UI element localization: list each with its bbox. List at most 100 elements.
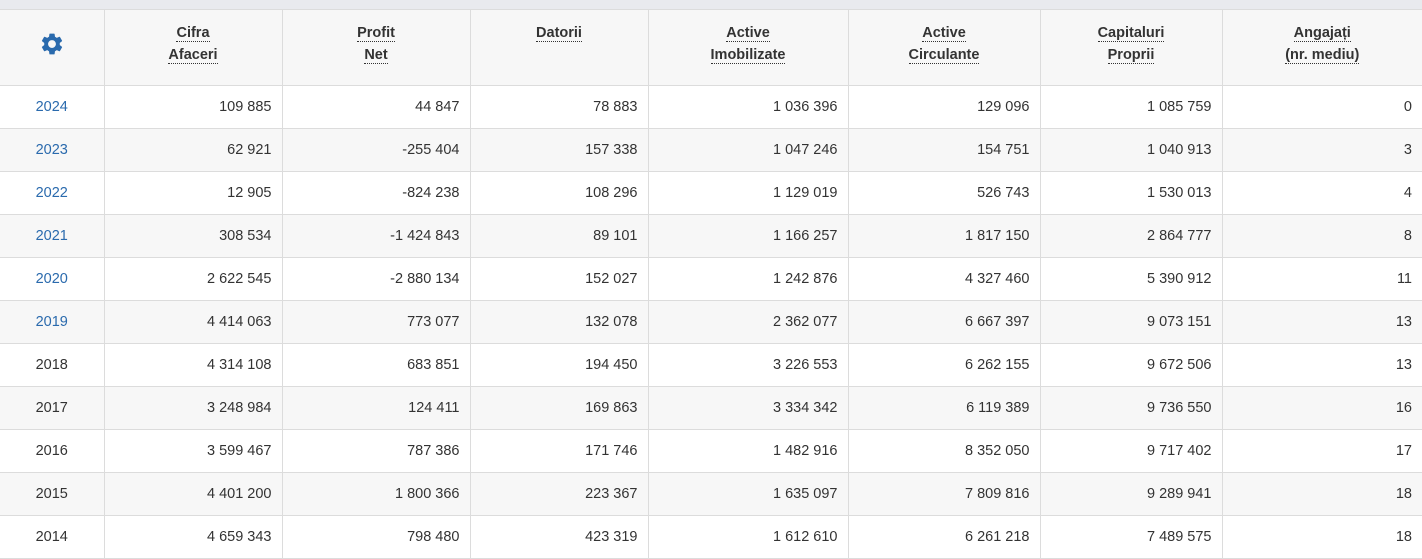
table-cell: -824 238 bbox=[281, 171, 471, 215]
table-cell: 1 242 876 bbox=[647, 257, 849, 301]
table-row: 2024 109 885 44 847 78 883 1 036 396 129 096 1… bbox=[0, 85, 1422, 129]
header-text: Proprii bbox=[1107, 47, 1155, 64]
table-cell: 7 489 575 bbox=[1039, 515, 1223, 559]
column-header-capitaluri-proprii[interactable]: Capitaluri Proprii bbox=[1039, 9, 1223, 86]
table-cell: 18 bbox=[1221, 515, 1422, 559]
column-header-active-circulante[interactable]: Active Circulante bbox=[847, 9, 1041, 86]
table-cell: 4 401 200 bbox=[103, 472, 283, 516]
top-strip bbox=[0, 0, 1422, 9]
table-cell: 2 362 077 bbox=[647, 300, 849, 344]
table-cell: 1 036 396 bbox=[647, 85, 849, 129]
table-cell: 3 599 467 bbox=[103, 429, 283, 473]
header-line-1: Capitaluri bbox=[1049, 22, 1214, 44]
column-header-datorii[interactable]: Datorii bbox=[469, 9, 649, 86]
table-cell: 3 226 553 bbox=[647, 343, 849, 387]
year-cell: 2015 bbox=[0, 472, 105, 516]
header-line-2: Afaceri bbox=[113, 44, 274, 66]
table-row: 2018 4 314 108 683 851 194 450 3 226 553 6 26… bbox=[0, 343, 1422, 387]
table-header-row: Cifra Afaceri Profit Net Datorii Active … bbox=[0, 9, 1422, 86]
year-cell[interactable]: 2021 bbox=[0, 214, 105, 258]
header-line-2: Proprii bbox=[1049, 44, 1214, 66]
table-cell: 423 319 bbox=[469, 515, 649, 559]
table-cell: 7 809 816 bbox=[847, 472, 1041, 516]
table-cell: 9 289 941 bbox=[1039, 472, 1223, 516]
table-row: 2017 3 248 984 124 411 169 863 3 334 342 6 11… bbox=[0, 386, 1422, 430]
table-cell: 773 077 bbox=[281, 300, 471, 344]
header-text: Active bbox=[726, 25, 770, 42]
table-cell: 129 096 bbox=[847, 85, 1041, 129]
column-header-active-imobilizate[interactable]: Active Imobilizate bbox=[647, 9, 849, 86]
table-cell: 171 746 bbox=[469, 429, 649, 473]
table-cell: -1 424 843 bbox=[281, 214, 471, 258]
header-text: Active bbox=[922, 25, 966, 42]
year-cell[interactable]: 2024 bbox=[0, 85, 105, 129]
table-cell: 108 296 bbox=[469, 171, 649, 215]
table-cell: 169 863 bbox=[469, 386, 649, 430]
table-cell: 4 314 108 bbox=[103, 343, 283, 387]
year-cell[interactable]: 2019 bbox=[0, 300, 105, 344]
table-cell: 223 367 bbox=[469, 472, 649, 516]
financial-data-table: Cifra Afaceri Profit Net Datorii Active … bbox=[0, 9, 1422, 559]
header-text: Capitaluri bbox=[1097, 25, 1165, 42]
table-cell: 798 480 bbox=[281, 515, 471, 559]
table-cell: 154 751 bbox=[847, 128, 1041, 172]
table-cell: 4 bbox=[1221, 171, 1422, 215]
table-cell: 8 352 050 bbox=[847, 429, 1041, 473]
table-cell: 1 530 013 bbox=[1039, 171, 1223, 215]
table-cell: 1 129 019 bbox=[647, 171, 849, 215]
header-line-2: Net bbox=[291, 44, 462, 66]
table-cell: 8 bbox=[1221, 214, 1422, 258]
column-header-cifra-afaceri[interactable]: Cifra Afaceri bbox=[103, 9, 283, 86]
table-cell: 1 817 150 bbox=[847, 214, 1041, 258]
table-cell: 78 883 bbox=[469, 85, 649, 129]
header-line-2: (nr. mediu) bbox=[1231, 44, 1415, 66]
header-line-1: Profit bbox=[291, 22, 462, 44]
table-cell: 62 921 bbox=[103, 128, 283, 172]
table-cell: 6 261 218 bbox=[847, 515, 1041, 559]
table-cell: 308 534 bbox=[103, 214, 283, 258]
table-row: 2014 4 659 343 798 480 423 319 1 612 610 6 26… bbox=[0, 515, 1422, 559]
table-cell: 9 073 151 bbox=[1039, 300, 1223, 344]
table-cell: 17 bbox=[1221, 429, 1422, 473]
header-line-1: Cifra bbox=[113, 22, 274, 44]
table-cell: 11 bbox=[1221, 257, 1422, 301]
table-cell: 1 482 916 bbox=[647, 429, 849, 473]
year-cell: 2016 bbox=[0, 429, 105, 473]
table-body: 2024 109 885 44 847 78 883 1 036 396 129 096 1… bbox=[0, 85, 1422, 559]
table-cell: 1 166 257 bbox=[647, 214, 849, 258]
table-cell: -2 880 134 bbox=[281, 257, 471, 301]
table-row: 2023 62 921 -255 404 157 338 1 047 246 154 75… bbox=[0, 128, 1422, 172]
table-cell: 526 743 bbox=[847, 171, 1041, 215]
table-cell: 1 040 913 bbox=[1039, 128, 1223, 172]
table-cell: 3 334 342 bbox=[647, 386, 849, 430]
table-cell: 4 414 063 bbox=[103, 300, 283, 344]
table-cell: 1 047 246 bbox=[647, 128, 849, 172]
year-cell[interactable]: 2023 bbox=[0, 128, 105, 172]
column-header-profit-net[interactable]: Profit Net bbox=[281, 9, 471, 86]
table-cell: 2 622 545 bbox=[103, 257, 283, 301]
column-header-angajati[interactable]: Angajați (nr. mediu) bbox=[1221, 9, 1422, 86]
table-cell: 4 327 460 bbox=[847, 257, 1041, 301]
year-cell[interactable]: 2020 bbox=[0, 257, 105, 301]
table-cell: 1 800 366 bbox=[281, 472, 471, 516]
table-cell: 1 085 759 bbox=[1039, 85, 1223, 129]
header-text: Datorii bbox=[536, 25, 582, 42]
header-text: (nr. mediu) bbox=[1285, 47, 1360, 64]
table-row: 2020 2 622 545 -2 880 134 152 027 1 242 876 4… bbox=[0, 257, 1422, 301]
table-row: 2019 4 414 063 773 077 132 078 2 362 077 6 66… bbox=[0, 300, 1422, 344]
settings-header-cell bbox=[0, 9, 105, 86]
year-cell: 2018 bbox=[0, 343, 105, 387]
header-text: Angajați bbox=[1293, 25, 1351, 42]
year-cell[interactable]: 2022 bbox=[0, 171, 105, 215]
table-cell: 18 bbox=[1221, 472, 1422, 516]
table-cell: 3 248 984 bbox=[103, 386, 283, 430]
header-line-2: Circulante bbox=[857, 44, 1032, 66]
table-cell: 4 659 343 bbox=[103, 515, 283, 559]
header-text: Imobilizate bbox=[710, 47, 786, 64]
gear-icon[interactable] bbox=[39, 31, 65, 57]
table-cell: 787 386 bbox=[281, 429, 471, 473]
table-cell: 152 027 bbox=[469, 257, 649, 301]
table-cell: 89 101 bbox=[469, 214, 649, 258]
header-line-1: Active bbox=[857, 22, 1032, 44]
table-cell: 12 905 bbox=[103, 171, 283, 215]
